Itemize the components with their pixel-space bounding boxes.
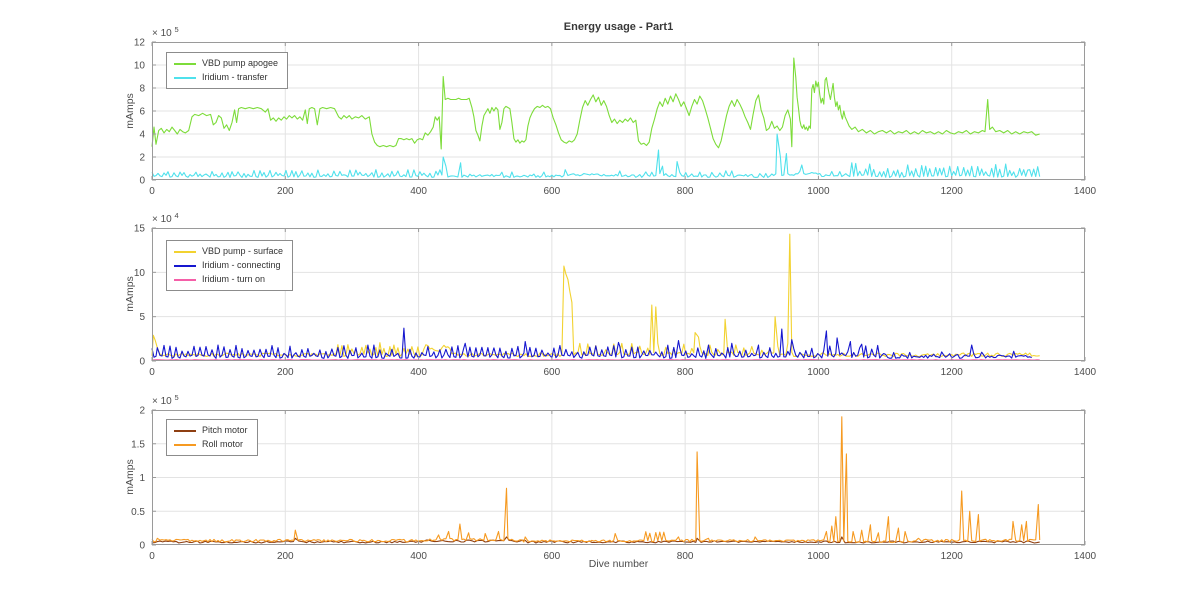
legend-item: VBD pump apogee [174, 58, 278, 69]
svg-text:1000: 1000 [807, 367, 830, 378]
legend-middle: VBD pump - surface Iridium - connecting … [166, 240, 294, 291]
legend-line-sample [174, 76, 196, 79]
plot-area-bottom: 0 200 400 600 800 1000 1200 1400 0 0.5 1 1.5 2 × 10 5 [131, 393, 1096, 562]
svg-text:400: 400 [410, 367, 427, 378]
svg-text:800: 800 [677, 367, 694, 378]
svg-text:10: 10 [134, 268, 146, 279]
svg-text:1: 1 [139, 473, 145, 484]
legend-label: Pitch motor [202, 425, 248, 435]
svg-text:5: 5 [139, 312, 145, 323]
svg-text:1200: 1200 [941, 186, 964, 197]
legend-item: Pitch motor [174, 425, 248, 436]
legend-label: Iridium - connecting [202, 260, 281, 270]
y-axis-label-top: mAmps [124, 93, 136, 129]
svg-text:800: 800 [677, 186, 694, 197]
legend-line-sample [174, 264, 196, 267]
svg-text:× 10 5: × 10 5 [152, 393, 179, 407]
svg-text:1.5: 1.5 [131, 439, 145, 450]
legend-top: VBD pump apogee Iridium - transfer [166, 52, 289, 89]
svg-text:12: 12 [134, 38, 146, 49]
svg-text:0: 0 [139, 176, 145, 187]
svg-text:× 10 4: × 10 4 [152, 211, 179, 225]
svg-text:1200: 1200 [941, 551, 964, 562]
legend-line-sample [174, 429, 196, 432]
svg-text:4: 4 [139, 130, 145, 141]
legend-line-sample [174, 62, 196, 65]
legend-line-sample [174, 278, 196, 281]
svg-text:0: 0 [149, 551, 155, 562]
legend-item: Roll motor [174, 439, 248, 450]
y-axis-label-bottom: mAmps [124, 459, 136, 495]
svg-text:0: 0 [139, 357, 145, 368]
plot-area-middle: 0 200 400 600 800 1000 1200 1400 0 5 10 15 × 10 4 [134, 211, 1097, 378]
svg-text:600: 600 [544, 367, 561, 378]
legend-item: Iridium - turn on [174, 274, 283, 285]
legend-item: Iridium - transfer [174, 72, 278, 83]
svg-text:800: 800 [677, 551, 694, 562]
svg-text:0: 0 [149, 367, 155, 378]
legend-bottom: Pitch motor Roll motor [166, 419, 258, 456]
svg-text:400: 400 [410, 186, 427, 197]
legend-item: VBD pump - surface [174, 246, 283, 257]
x-axis-label: Dive number [588, 558, 649, 570]
plot-area-top: 0 200 400 600 800 1000 1200 1400 0 2 4 6 8 10 12 × 10 5 [134, 25, 1097, 197]
svg-text:1000: 1000 [807, 186, 830, 197]
figure-title: Energy usage - Part1 [563, 21, 674, 33]
legend-label: VBD pump apogee [202, 58, 279, 68]
svg-text:× 10 5: × 10 5 [152, 25, 179, 39]
svg-text:600: 600 [544, 186, 561, 197]
svg-text:200: 200 [277, 186, 294, 197]
svg-text:0.5: 0.5 [131, 507, 145, 518]
legend-label: Iridium - transfer [202, 72, 268, 82]
svg-text:600: 600 [544, 551, 561, 562]
svg-text:0: 0 [139, 541, 145, 552]
svg-text:1200: 1200 [941, 367, 964, 378]
svg-text:200: 200 [277, 551, 294, 562]
svg-text:6: 6 [139, 107, 145, 118]
legend-line-sample [174, 250, 196, 253]
legend-label: Iridium - turn on [202, 274, 266, 284]
svg-text:1000: 1000 [807, 551, 830, 562]
legend-label: Roll motor [202, 439, 244, 449]
svg-text:8: 8 [139, 84, 145, 95]
svg-text:10: 10 [134, 61, 146, 72]
svg-text:0: 0 [149, 186, 155, 197]
svg-text:2: 2 [139, 153, 145, 164]
svg-text:1400: 1400 [1074, 186, 1097, 197]
svg-text:1400: 1400 [1074, 551, 1097, 562]
y-axis-label-middle: mAmps [124, 276, 136, 312]
svg-text:400: 400 [410, 551, 427, 562]
svg-text:15: 15 [134, 224, 146, 235]
legend-item: Iridium - connecting [174, 260, 283, 271]
svg-text:2: 2 [139, 406, 145, 417]
legend-label: VBD pump - surface [202, 246, 284, 256]
svg-text:200: 200 [277, 367, 294, 378]
legend-line-sample [174, 443, 196, 446]
svg-text:1400: 1400 [1074, 367, 1097, 378]
